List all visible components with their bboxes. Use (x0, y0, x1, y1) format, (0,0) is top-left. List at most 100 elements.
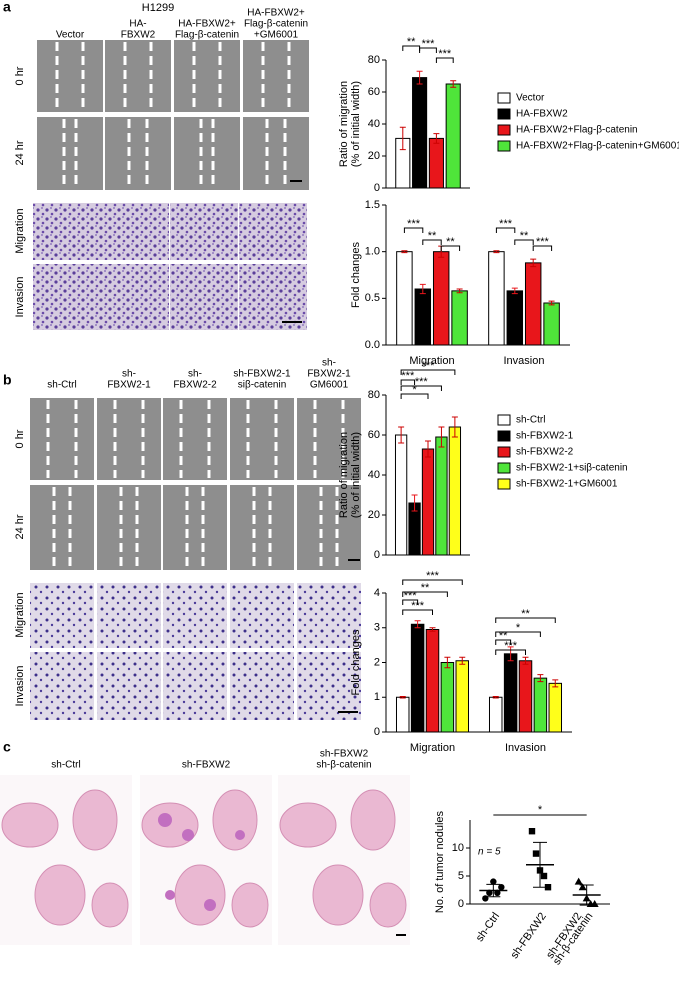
scratch-image (174, 117, 240, 190)
legend-label: Vector (516, 93, 545, 104)
bar (445, 83, 461, 189)
significance-label: ** (407, 36, 416, 48)
legend-label: HA-FBXW2 (516, 109, 568, 120)
scratch-image (30, 398, 94, 480)
y-axis-label: Fold changes (350, 629, 362, 696)
tumor-nodule (158, 813, 172, 827)
lung-lobe (369, 882, 407, 928)
legend-swatch (497, 478, 511, 490)
significance-bracket (419, 47, 437, 53)
transwell-image (30, 652, 94, 720)
y-tick-label: 40 (368, 469, 380, 481)
significance-label: *** (404, 590, 418, 602)
transwell-image (297, 652, 361, 720)
column-label: sh-FBXW2 (182, 760, 231, 771)
error-bar (416, 70, 423, 85)
significance-bracket (495, 639, 512, 645)
scratch-image (105, 40, 171, 112)
column-label: FBXW2-1 (307, 369, 351, 380)
bar (533, 677, 548, 733)
error-bar (429, 627, 436, 632)
transwell-image (170, 264, 238, 330)
bar (488, 696, 503, 733)
data-point (490, 878, 497, 885)
y-tick-label: 1 (374, 691, 380, 703)
data-point (482, 895, 489, 902)
bar (421, 448, 435, 556)
error-bar (548, 300, 555, 306)
sd-bar (486, 883, 501, 898)
y-tick-label: 1.5 (365, 199, 380, 211)
x-tick-label: sh-FBXW2 (509, 911, 549, 961)
y-tick-label: 4 (374, 587, 380, 599)
column-label: +GM6001 (254, 30, 299, 41)
scratch-image (230, 485, 294, 570)
significance-label: ** (421, 582, 430, 594)
column-label: siβ-catenin (238, 380, 287, 391)
column-label: sh-FBXW2 (320, 749, 369, 760)
panel-label: b (3, 372, 12, 388)
legend-swatch (497, 414, 511, 426)
image-panels (0, 40, 410, 945)
significance-bracket (495, 227, 516, 233)
tumor-nodule (235, 830, 245, 840)
legend-label: sh-FBXW2-2 (516, 447, 574, 458)
transwell-image (33, 203, 101, 260)
bar (503, 653, 518, 733)
bar (414, 288, 432, 346)
row-label: 0 hr (14, 66, 26, 85)
error-bar (451, 416, 458, 438)
error-bar (530, 258, 537, 268)
x-tick-label: sh-Ctrl (474, 911, 502, 944)
significance-bracket (440, 245, 461, 251)
significance-label: ** (499, 630, 508, 642)
bar (394, 434, 408, 556)
error-bar (492, 696, 499, 699)
legend-label: HA-FBXW2+Flag-β-catenin+GM6001 (516, 141, 679, 152)
error-bar (493, 250, 500, 254)
bar (543, 302, 560, 346)
significance-label: *** (422, 38, 436, 50)
transwell-image (230, 652, 294, 720)
scratch-image (174, 40, 240, 112)
x-tick-label: Invasion (504, 355, 545, 367)
scratch-image (163, 398, 227, 480)
bar (410, 623, 425, 733)
row-label: Invasion (14, 277, 26, 318)
panel-label: c (3, 739, 11, 755)
y-tick-label: 20 (368, 509, 380, 521)
panel-label: a (3, 0, 11, 15)
transwell-image (101, 264, 169, 330)
scratch-image (37, 40, 103, 112)
legend-swatch (497, 124, 511, 136)
significance-bracket (422, 239, 442, 245)
transwell-image (163, 583, 227, 648)
error-bar (511, 287, 518, 295)
significance-bracket (495, 617, 556, 623)
bar (455, 660, 470, 733)
tumor-nodule (204, 899, 216, 911)
scratch-image (30, 485, 94, 570)
column-label: sh- (322, 358, 336, 369)
bar (425, 628, 440, 733)
error-bar (399, 696, 406, 699)
y-axis-label: Fold changes (350, 241, 362, 308)
error-bar (552, 679, 559, 688)
error-bar (537, 674, 544, 683)
data-point (532, 850, 540, 857)
error-bar (438, 426, 445, 448)
error-bar (419, 283, 426, 295)
y-tick-label: 0 (458, 898, 464, 910)
bar (451, 290, 468, 346)
y-tick-label: 60 (368, 86, 380, 98)
significance-label: *** (426, 570, 440, 582)
error-bar (433, 133, 440, 144)
y-tick-label: 2 (374, 656, 380, 668)
column-label: sh- (188, 369, 202, 380)
error-bar (459, 656, 466, 665)
significance-label: ** (446, 236, 455, 248)
bar (396, 251, 413, 346)
transwell-image (239, 203, 307, 260)
error-bar (414, 620, 421, 629)
transwell-image (170, 203, 238, 260)
